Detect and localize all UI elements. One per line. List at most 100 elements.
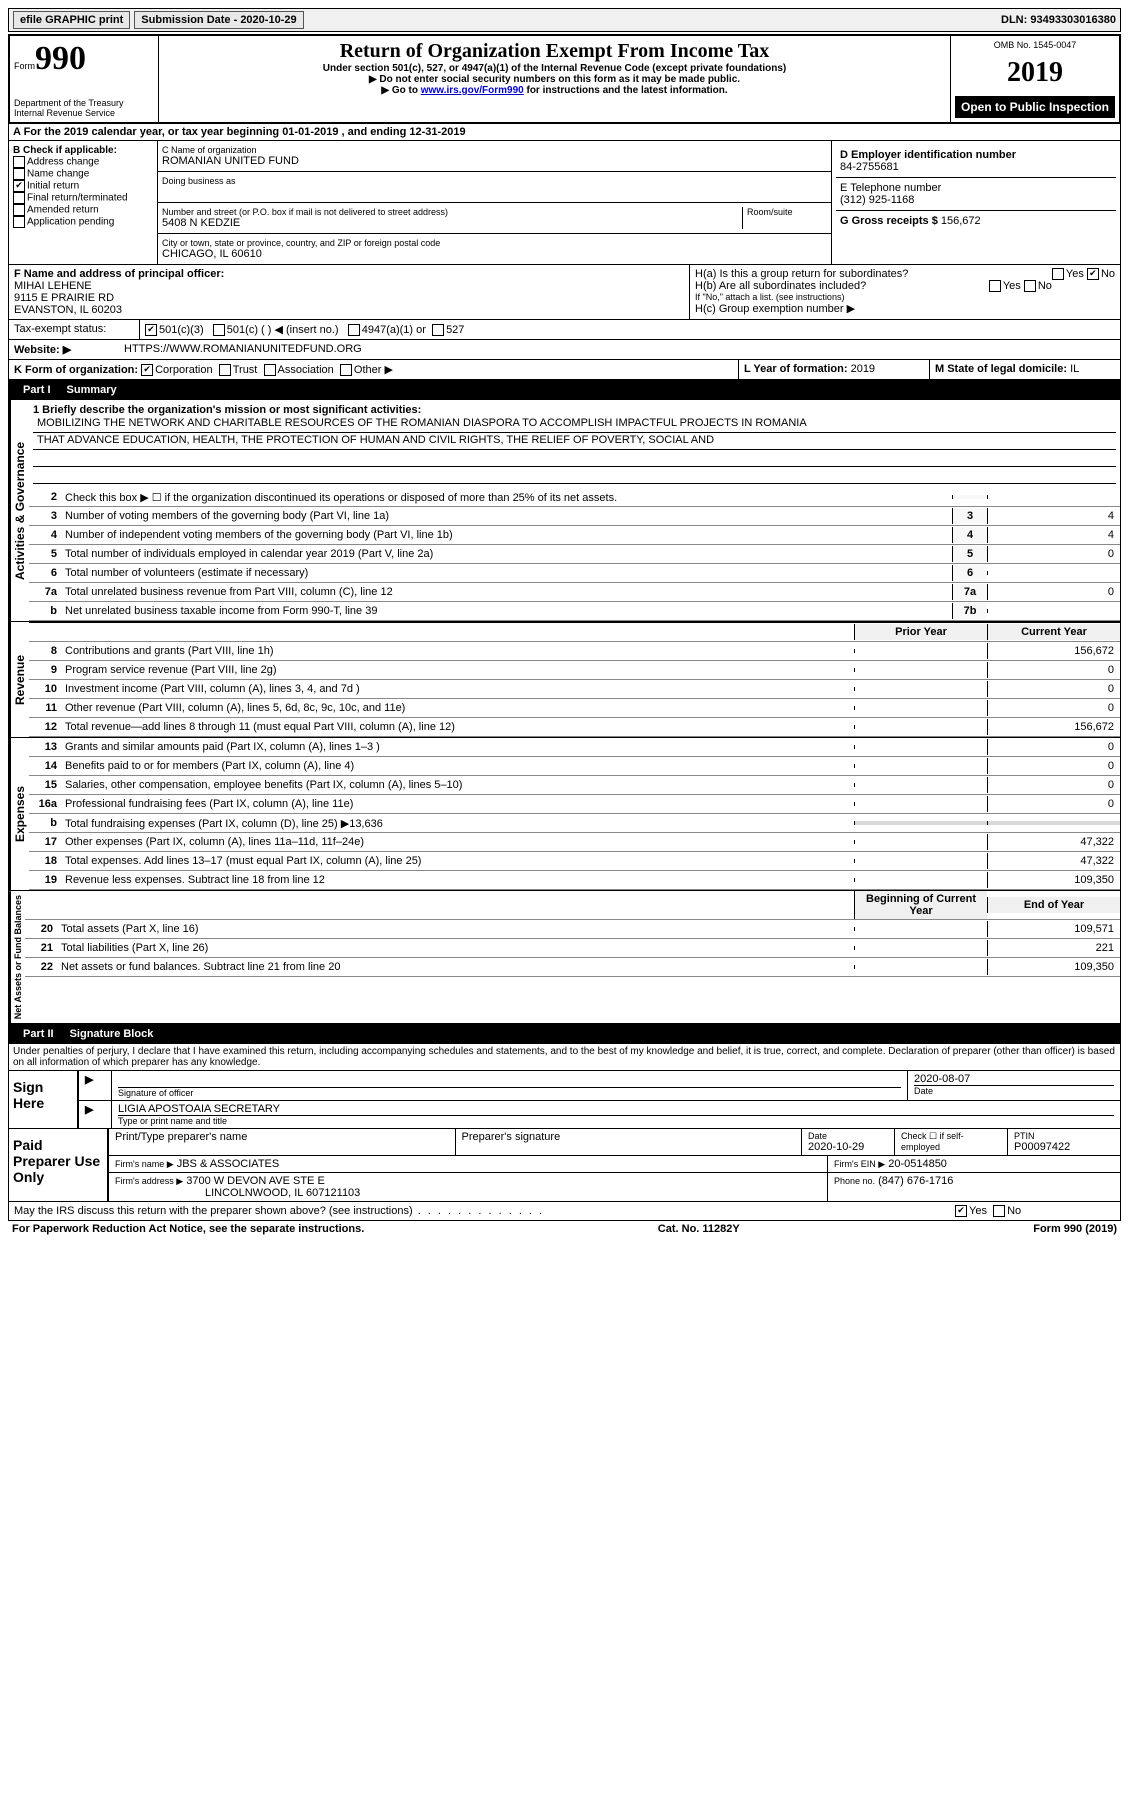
current-val: 47,322 — [987, 853, 1120, 869]
ha-yes[interactable] — [1052, 268, 1064, 280]
current-val: 156,672 — [987, 643, 1120, 659]
prior-val — [854, 878, 987, 882]
gov-block: Activities & Governance 1 Briefly descri… — [8, 400, 1121, 622]
fin-row: b Total fundraising expenses (Part IX, c… — [29, 814, 1120, 833]
row-text: Number of voting members of the governin… — [61, 508, 952, 524]
cb-amended[interactable] — [13, 204, 25, 216]
current-val: 221 — [987, 940, 1120, 956]
row-num: 21 — [25, 940, 57, 956]
declaration: Under penalties of perjury, I declare th… — [8, 1044, 1121, 1071]
row-num: 13 — [29, 739, 61, 755]
row-num: 7a — [29, 584, 61, 600]
row-text: Total revenue—add lines 8 through 11 (mu… — [61, 719, 854, 735]
cb-4947[interactable] — [348, 324, 360, 336]
row-text: Investment income (Part VIII, column (A)… — [61, 681, 854, 697]
sign-date-label: Date — [914, 1086, 1114, 1096]
ha-no[interactable]: ✔ — [1087, 268, 1099, 280]
prior-val — [854, 821, 987, 825]
gov-row: b Net unrelated business taxable income … — [29, 602, 1120, 621]
fin-row: 11 Other revenue (Part VIII, column (A),… — [29, 699, 1120, 718]
note-privacy: ▶ Do not enter social security numbers o… — [163, 74, 946, 85]
current-val — [987, 821, 1120, 825]
cb-final-return[interactable] — [13, 192, 25, 204]
cb-corp[interactable]: ✔ — [141, 364, 153, 376]
row-text: Revenue less expenses. Subtract line 18 … — [61, 872, 854, 888]
submission-date-button[interactable]: Submission Date - 2020-10-29 — [134, 11, 303, 29]
hb-yes[interactable] — [989, 280, 1001, 292]
hc-label: H(c) Group exemption number ▶ — [695, 302, 1115, 315]
current-val: 0 — [987, 700, 1120, 716]
fin-row: 20 Total assets (Part X, line 16) 109,57… — [25, 920, 1120, 939]
row-num: 10 — [29, 681, 61, 697]
current-val: 109,571 — [987, 921, 1120, 937]
efile-button[interactable]: efile GRAPHIC print — [13, 11, 130, 29]
hb-note: If "No," attach a list. (see instruction… — [695, 292, 1115, 302]
gov-row: 5 Total number of individuals employed i… — [29, 545, 1120, 564]
firm-name: JBS & ASSOCIATES — [177, 1158, 280, 1170]
dln-label: DLN: 93493303016380 — [1001, 14, 1116, 26]
footer-mid: Cat. No. 11282Y — [658, 1223, 740, 1235]
main-title: Return of Organization Exempt From Incom… — [163, 40, 946, 63]
row-box — [952, 495, 987, 499]
discuss-no[interactable] — [993, 1205, 1005, 1217]
prior-val — [854, 764, 987, 768]
cb-other[interactable] — [340, 364, 352, 376]
gov-row: 3 Number of voting members of the govern… — [29, 507, 1120, 526]
cb-527[interactable] — [432, 324, 444, 336]
cb-trust[interactable] — [219, 364, 231, 376]
sign-block: Sign Here ▶ Signature of officer 2020-08… — [8, 1071, 1121, 1129]
firm-phone: (847) 676-1716 — [878, 1175, 953, 1187]
form-prefix: Form — [14, 61, 35, 71]
current-val: 0 — [987, 796, 1120, 812]
mission-l1: MOBILIZING THE NETWORK AND CHARITABLE RE… — [33, 416, 1116, 433]
discuss-row: May the IRS discuss this return with the… — [8, 1202, 1121, 1221]
fin-row: 12 Total revenue—add lines 8 through 11 … — [29, 718, 1120, 737]
cb-pending[interactable] — [13, 216, 25, 228]
officer-name: MIHAI LEHENE — [14, 280, 684, 292]
hb-no[interactable] — [1024, 280, 1036, 292]
row-text: Total expenses. Add lines 13–17 (must eq… — [61, 853, 854, 869]
row-text: Benefits paid to or for members (Part IX… — [61, 758, 854, 774]
website-row: Website: ▶ HTTPS://WWW.ROMANIANUNITEDFUN… — [8, 340, 1121, 360]
addr-label: Number and street (or P.O. box if mail i… — [162, 207, 742, 217]
cb-assoc[interactable] — [264, 364, 276, 376]
cb-initial-return[interactable]: ✔ — [13, 180, 25, 192]
cb-address-change[interactable] — [13, 156, 25, 168]
fin-row: 18 Total expenses. Add lines 13–17 (must… — [29, 852, 1120, 871]
row-text: Grants and similar amounts paid (Part IX… — [61, 739, 854, 755]
l-label: L Year of formation: — [744, 363, 848, 375]
discuss-yes[interactable]: ✔ — [955, 1205, 967, 1217]
row-num: 18 — [29, 853, 61, 869]
fin-row: 19 Revenue less expenses. Subtract line … — [29, 871, 1120, 890]
exp-block: Expenses 13 Grants and similar amounts p… — [8, 738, 1121, 891]
org-name: ROMANIAN UNITED FUND — [162, 155, 827, 167]
row-val — [987, 571, 1120, 575]
row-text: Total liabilities (Part X, line 26) — [57, 940, 854, 956]
mission-blank2 — [33, 467, 1116, 484]
officer-label: F Name and address of principal officer: — [14, 268, 684, 280]
row-val — [987, 609, 1120, 613]
top-bar: efile GRAPHIC print Submission Date - 20… — [8, 8, 1121, 32]
prior-val — [854, 668, 987, 672]
website-label: Website: ▶ — [9, 340, 119, 359]
irs-link[interactable]: www.irs.gov/Form990 — [421, 85, 524, 96]
phone-label: E Telephone number — [840, 182, 1112, 194]
cb-name-change[interactable] — [13, 168, 25, 180]
note-link: ▶ Go to www.irs.gov/Form990 for instruct… — [163, 85, 946, 96]
row-num: 9 — [29, 662, 61, 678]
arrow-icon: ▶ — [79, 1071, 112, 1100]
rev-block: Revenue Prior Year Current Year 8 Contri… — [8, 622, 1121, 738]
row-num: 16a — [29, 796, 61, 812]
part2-header: Part IISignature Block — [8, 1024, 1121, 1044]
cb-501c[interactable] — [213, 324, 225, 336]
vlabel-gov: Activities & Governance — [9, 400, 29, 621]
open-public-badge: Open to Public Inspection — [955, 96, 1115, 118]
officer-addr1: 9115 E PRAIRIE RD — [14, 292, 684, 304]
row-val: 0 — [987, 584, 1120, 600]
row-text: Salaries, other compensation, employee b… — [61, 777, 854, 793]
end-year-hdr: End of Year — [987, 897, 1120, 913]
phone-value: (312) 925-1168 — [840, 194, 1112, 206]
cb-501c3[interactable]: ✔ — [145, 324, 157, 336]
paid-preparer-label: Paid Preparer Use Only — [9, 1129, 109, 1201]
gross-value: 156,672 — [941, 215, 981, 227]
